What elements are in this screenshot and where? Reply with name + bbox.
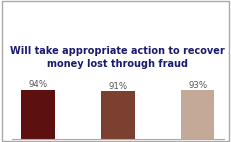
Bar [101,91,135,139]
Bar [21,90,55,139]
Text: 93%: 93% [188,81,207,90]
Text: 94%: 94% [28,80,48,89]
Title: Will take appropriate action to recover
money lost through fraud: Will take appropriate action to recover … [10,46,225,69]
Text: 91%: 91% [108,82,127,91]
Bar [181,90,214,139]
